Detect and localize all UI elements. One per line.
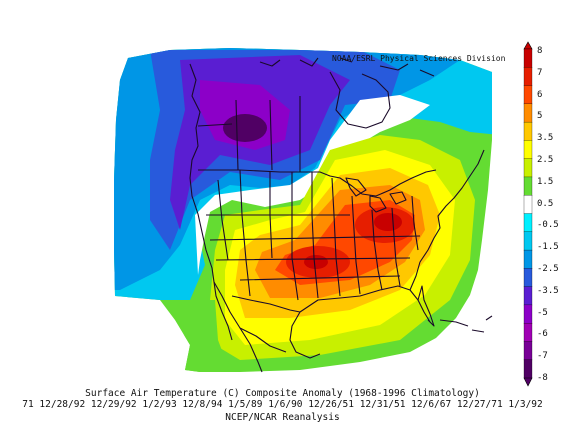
anomaly-field xyxy=(114,48,492,372)
colorbar-tick-label: -3.5 xyxy=(537,285,559,296)
coastline-florida xyxy=(417,285,435,327)
hot-core-east xyxy=(374,213,402,231)
colorbar-tick-label: -7 xyxy=(537,351,548,362)
colorbar-tick-label: 0.5 xyxy=(537,198,554,209)
coastline-atlantic xyxy=(409,149,485,291)
colorbar-segment xyxy=(523,304,533,324)
colorbar-tick-label: 3.5 xyxy=(537,133,554,144)
colorbar-segment xyxy=(523,213,533,233)
map-outlines xyxy=(189,57,493,373)
colorbar-segment xyxy=(523,249,533,269)
colorbar-tick-label: 1.5 xyxy=(537,176,554,187)
colorbar-segment xyxy=(523,341,533,361)
coastline-mexico-gulf xyxy=(289,311,321,359)
colorbar-tick-label: 5 xyxy=(537,111,543,122)
colorbar-segment xyxy=(523,359,533,379)
colorbar-segment xyxy=(523,85,533,105)
colorbar-segment xyxy=(523,268,533,288)
colorbar-tick-label: -1.5 xyxy=(537,242,559,253)
credit-label: NOAA/ESRL Physical Sciences Division xyxy=(332,54,506,63)
caption-title: Surface Air Temperature (C) Composite An… xyxy=(85,388,480,399)
colorbar-tick-label: -5 xyxy=(537,307,548,318)
caption-dates: 71 12/28/92 12/29/92 1/2/93 12/8/94 1/5/… xyxy=(22,399,543,410)
coastline-pacific xyxy=(189,63,263,373)
colorbar-segment xyxy=(523,140,533,160)
us-canada-border xyxy=(198,169,437,197)
colorbar-tick-label: -8 xyxy=(537,373,548,383)
colorbar-top-arrow xyxy=(523,41,533,50)
coastline-baja xyxy=(213,281,233,341)
colorbar-segment xyxy=(523,286,533,306)
great-lakes xyxy=(345,177,407,213)
colorbar-segment xyxy=(523,323,533,342)
caption-source: NCEP/NCAR Reanalysis xyxy=(225,412,340,423)
colorbar-segment xyxy=(523,158,533,178)
colorbar-segment xyxy=(523,67,533,87)
colorbar-segment xyxy=(523,48,533,68)
hot-core-south xyxy=(304,255,328,269)
cold-center xyxy=(223,114,267,142)
colorbar-segment xyxy=(523,195,533,214)
colorbar-segment xyxy=(523,231,533,251)
province-lines xyxy=(197,96,301,172)
colorbar-tick-label: -6 xyxy=(537,329,548,340)
hudson-bay xyxy=(329,71,391,129)
colorbar-segment xyxy=(523,103,533,123)
colorbar-tick-label: -2.5 xyxy=(537,264,559,274)
colorbar-segment xyxy=(523,176,533,196)
mexico-outline xyxy=(231,295,301,353)
contour-green-west xyxy=(180,300,230,372)
colorbar-tick-label: 7 xyxy=(537,67,543,78)
colorbar-tick-label: -0.5 xyxy=(537,220,559,231)
colorbar-bottom-arrow xyxy=(523,377,533,387)
arctic-islands xyxy=(259,57,435,77)
caribbean-islands xyxy=(439,315,493,333)
state-lines-horizontal xyxy=(206,214,421,281)
state-lines-east xyxy=(331,177,419,297)
colorbar-tick-label: 2.5 xyxy=(537,155,554,165)
coastline-gulf xyxy=(299,285,431,323)
colorbar xyxy=(523,41,533,387)
colorbar-tick-label: 6 xyxy=(537,89,543,100)
colorbar-tick-label: 8 xyxy=(537,46,543,56)
colorbar-segment xyxy=(523,121,533,141)
